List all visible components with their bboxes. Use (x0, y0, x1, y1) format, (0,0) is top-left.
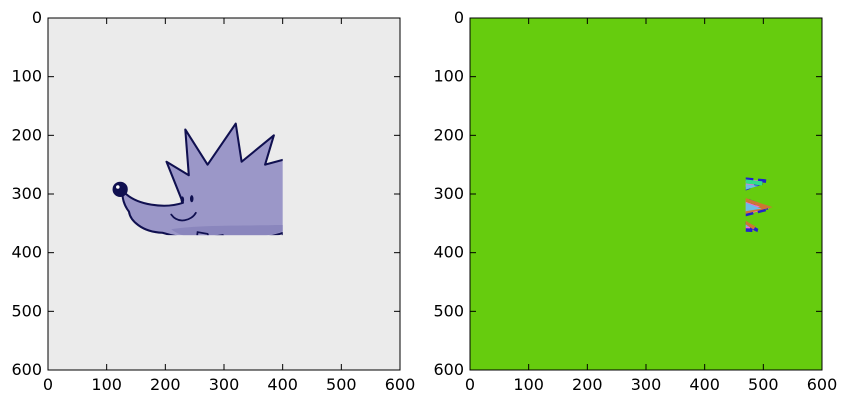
left-x-tick-label: 200 (150, 375, 181, 394)
right-x-tick-label: 600 (807, 375, 838, 394)
left-x-tick-label: 100 (91, 375, 122, 394)
hedgehog-eye-left (180, 196, 185, 204)
left-y-tick-label: 400 (11, 243, 42, 262)
hedgehog-nose-highlight (116, 185, 120, 189)
right-y-tick-label: 600 (433, 360, 464, 379)
left-y-tick-label: 500 (11, 301, 42, 320)
right-y-tick-label: 100 (433, 67, 464, 86)
right-x-tick-label: 400 (689, 375, 720, 394)
right-y-tick-label: 500 (433, 301, 464, 320)
left-y-tick-label: 300 (11, 184, 42, 203)
left-y-tick-label: 0 (32, 8, 42, 27)
hedgehog-body (121, 122, 283, 236)
hedgehog-front-leg (196, 231, 209, 236)
left-x-tick-label: 400 (267, 375, 298, 394)
right-x-tick-label: 100 (513, 375, 544, 394)
hedgehog-image (112, 122, 283, 236)
right-x-tick-label: 500 (748, 375, 779, 394)
hedgehog-eye-right (189, 195, 194, 203)
segmented-hedgehog-image (745, 177, 776, 233)
left-x-tick-label: 600 (385, 375, 416, 394)
left-x-tick-label: 0 (43, 375, 53, 394)
left-y-tick-label: 200 (11, 125, 42, 144)
right-image-background (470, 18, 822, 370)
left-x-tick-label: 300 (209, 375, 240, 394)
hedgehog-smile (170, 211, 197, 222)
left-y-tick-label: 600 (11, 360, 42, 379)
right-x-tick-label: 300 (631, 375, 662, 394)
right-y-tick-label: 400 (433, 243, 464, 262)
hedgehog-nose (112, 181, 128, 197)
right-y-tick-label: 0 (454, 8, 464, 27)
hedgehog-back-leg (281, 233, 283, 236)
segment-fringe-3 (745, 198, 773, 230)
right-y-tick-label: 300 (433, 184, 464, 203)
segment-body (745, 184, 762, 227)
left-y-tick-label: 100 (11, 67, 42, 86)
right-x-tick-label: 200 (572, 375, 603, 394)
left-x-tick-label: 500 (326, 375, 357, 394)
right-x-tick-label: 0 (465, 375, 475, 394)
right-y-tick-label: 200 (433, 125, 464, 144)
